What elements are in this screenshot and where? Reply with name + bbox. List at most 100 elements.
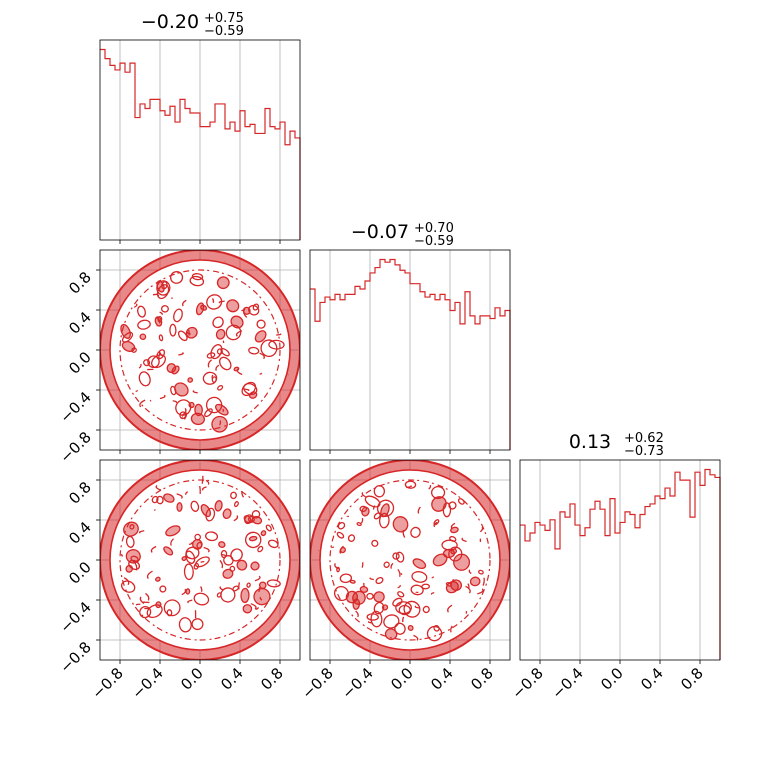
contour-blob <box>220 587 236 603</box>
contour-blob <box>193 592 210 606</box>
contour-blob <box>129 524 135 530</box>
ring-contour <box>329 479 491 641</box>
contour-blob <box>412 558 427 570</box>
contour-blob <box>410 584 424 596</box>
contour-blob <box>211 376 217 383</box>
contour-blob <box>244 514 254 525</box>
contour-blob <box>266 579 281 588</box>
contour-blob <box>230 491 237 500</box>
x-tick-label: 0.8 <box>677 664 707 694</box>
contour-fragment <box>402 529 406 538</box>
contour-fragment <box>400 572 403 576</box>
param-title-plus: +0.75 <box>204 11 244 26</box>
contour-fragment <box>255 606 259 611</box>
contour-fragment <box>188 329 190 336</box>
contour-fragment <box>259 596 263 601</box>
contour-blob <box>188 401 195 409</box>
contour-blob <box>378 512 390 529</box>
y-tick-label: −0.8 <box>56 638 94 676</box>
contour-fragment <box>183 412 188 420</box>
x-tick-label: 0.4 <box>217 664 247 694</box>
contour-fragment <box>146 570 153 579</box>
contour-fragment <box>139 596 145 605</box>
contour-blob <box>226 299 240 313</box>
contour-fragment <box>361 562 364 568</box>
contour-fragment <box>181 588 187 596</box>
contour-blob <box>384 628 398 641</box>
contour-fragment <box>219 586 224 591</box>
contour-blob <box>248 515 255 523</box>
contour-blob <box>265 524 272 532</box>
contour-blob <box>216 592 222 598</box>
contour-blob <box>158 334 164 342</box>
contour-blob <box>339 573 353 584</box>
contour-blob <box>206 294 223 310</box>
param-title-minus: −0.59 <box>414 234 454 249</box>
hist-panel-1: −0.07 +0.70−0.59 <box>309 221 511 454</box>
x-tick-label: 0.0 <box>597 664 627 694</box>
contour-blob <box>366 592 374 600</box>
contour-fragment <box>397 584 401 589</box>
contour-fragment <box>218 300 225 304</box>
contour-fragment <box>482 577 485 586</box>
contour-fragment <box>181 416 184 419</box>
histogram-step-line <box>310 258 511 450</box>
contour-blob <box>147 355 160 369</box>
contour-blob <box>215 328 226 340</box>
contour-fragment <box>447 604 453 613</box>
ring-contour <box>119 479 281 641</box>
contour-fragment <box>199 485 201 494</box>
contour-fragment <box>187 599 193 604</box>
contour-fragment <box>157 294 160 297</box>
contour-fragment <box>205 479 210 485</box>
contour-blob <box>375 576 384 585</box>
contour-fragment <box>203 546 210 553</box>
contour-blob <box>194 533 201 541</box>
contour-fragment <box>145 592 150 601</box>
contour-blob <box>267 539 279 549</box>
contour-fragment <box>334 563 339 570</box>
contour-fragment <box>477 588 484 595</box>
param-title-plus: +0.70 <box>414 221 454 236</box>
contour-fragment <box>158 351 163 357</box>
contour-blob <box>421 583 431 590</box>
contour-blob <box>205 531 219 542</box>
x-tick-label: −0.8 <box>88 664 126 702</box>
density-contours <box>100 460 300 660</box>
contour-blob <box>214 500 223 512</box>
contour-fragment <box>406 485 412 489</box>
contour-blob <box>411 571 428 583</box>
contour-fragment <box>219 559 224 569</box>
contour-blob <box>166 609 173 617</box>
contour-blob <box>352 590 366 605</box>
contour-fragment <box>120 553 123 557</box>
contour-fragment <box>433 521 438 528</box>
contour-blob <box>191 618 204 631</box>
contour-fragment <box>176 493 183 499</box>
param-title-minus: −0.73 <box>624 444 664 459</box>
x-tick-label: 0.8 <box>467 664 497 694</box>
contour-blob <box>218 541 226 548</box>
contour-fragment <box>390 562 394 569</box>
contour-blob <box>450 526 459 534</box>
contour-blob <box>410 526 421 538</box>
contour-blob <box>120 323 131 339</box>
contour-blob <box>191 273 204 281</box>
contour-fragment <box>123 577 130 586</box>
contour-fragment <box>276 333 282 336</box>
param-title: −0.20 <box>141 11 199 33</box>
contour-blob <box>137 305 146 318</box>
contour-blob <box>160 305 169 313</box>
contour-blob <box>242 604 253 614</box>
y-tick-label: 0.0 <box>65 558 95 588</box>
param-title: 0.13 <box>569 431 611 453</box>
contour-blob <box>202 371 218 385</box>
contour-blob <box>336 566 340 573</box>
contour-fragment <box>201 475 204 484</box>
contour-fragment <box>461 537 467 543</box>
param-title: −0.07 <box>351 221 409 243</box>
contour-blob <box>376 499 395 517</box>
contour-blob <box>225 324 242 341</box>
contour-blob <box>176 502 183 512</box>
contour-blob <box>356 522 362 527</box>
